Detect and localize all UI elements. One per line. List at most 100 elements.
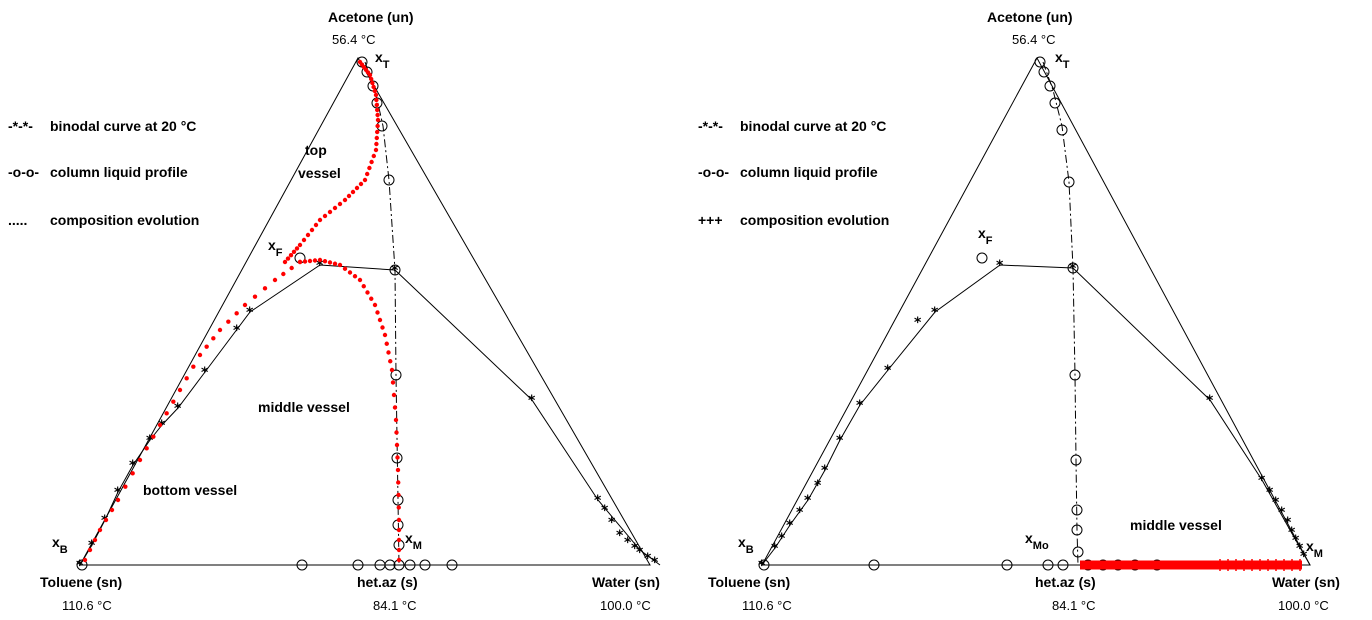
left-region-middle-vessel: middle vessel: [258, 399, 350, 415]
profile-circle: [383, 174, 395, 186]
evolution-dot: [382, 332, 388, 338]
evolution-dot: [365, 171, 370, 177]
evolution-dot: [386, 350, 391, 355]
profile-circle: [1034, 56, 1046, 68]
evolution-dot: [395, 467, 401, 473]
evolution-dot: [369, 159, 374, 165]
profile-circle: [1044, 80, 1056, 92]
right-legend-binodal-text: binodal curve at 20 °C: [740, 118, 886, 134]
evolution-dot: [374, 97, 379, 103]
left-legend-binodal-text: binodal curve at 20 °C: [50, 118, 196, 134]
left-region-bottom-vessel: bottom vessel: [143, 482, 237, 498]
binodal-star: *: [1258, 473, 1266, 489]
evolution-dot: [367, 165, 372, 171]
profile-circle: [758, 559, 770, 571]
evolution-dot: [137, 457, 143, 463]
evolution-dot: [234, 311, 239, 316]
left-right-vertex-temp: 100.0 °C: [600, 598, 651, 613]
evolution-dot: [396, 517, 402, 523]
binodal-star: *: [631, 541, 639, 557]
evolution-dot: [322, 259, 328, 264]
binodal-star: *: [1206, 393, 1214, 409]
left-xM-label: xM: [405, 530, 422, 552]
evolution-dot: [281, 271, 286, 277]
right-mid-point-temp: 84.1 °C: [1052, 598, 1096, 613]
evolution-dot: [377, 317, 383, 323]
evolution-dot: [332, 261, 338, 266]
right-xMo-label: xMo: [1025, 530, 1049, 552]
profile-circle: [1049, 97, 1061, 109]
evolution-dot: [396, 480, 401, 485]
right-ternary-diagram: ************** *********** Acetone (un) 5…: [698, 9, 1340, 613]
evolution-dot: [317, 217, 323, 223]
binodal-star: *: [201, 365, 209, 381]
evolution-dot: [97, 527, 103, 533]
binodal-star: *: [158, 418, 166, 434]
evolution-dot: [151, 434, 156, 439]
binodal-star: *: [758, 558, 766, 574]
profile-circle: [404, 559, 416, 571]
evolution-dot: [204, 344, 209, 349]
evolution-dot: [342, 197, 348, 203]
profile-circle: [1038, 66, 1050, 78]
binodal-star: *: [796, 505, 804, 521]
profile-circle: [976, 252, 988, 264]
right-mid-point-name: het.az (s): [1035, 574, 1096, 590]
profile-circle: [1056, 124, 1068, 136]
binodal-star: *: [821, 463, 829, 479]
evolution-dot: [373, 147, 379, 153]
binodal-star: *: [996, 258, 1004, 274]
evolution-dot: [217, 327, 223, 333]
evolution-dot: [374, 135, 379, 141]
evolution-dot: [369, 296, 374, 301]
right-legend-profile-text: column liquid profile: [740, 164, 878, 180]
binodal-star: *: [246, 305, 254, 321]
left-top-vertex-temp: 56.4 °C: [332, 32, 376, 47]
evolution-dot: [302, 259, 308, 264]
right-legend-binodal-symbol: -*-*-: [698, 118, 723, 134]
left-left-vertex-name: Toluene (sn): [40, 574, 122, 590]
right-xB-label: xB: [738, 534, 754, 556]
right-binodal-markers: ************** ***********: [758, 258, 1308, 574]
left-left-vertex-temp: 110.6 °C: [62, 598, 112, 613]
evolution-dot: [157, 422, 163, 428]
evolution-dot: [375, 112, 380, 118]
profile-circle: [1063, 176, 1075, 188]
evolution-dot: [337, 262, 343, 268]
binodal-star: *: [814, 478, 822, 494]
evolution-dot: [375, 117, 381, 123]
evolution-dot: [389, 367, 395, 373]
left-legend-evolution-symbol: .....: [8, 212, 27, 228]
evolution-dot: [82, 557, 88, 563]
evolution-dot: [375, 107, 380, 113]
right-legend-evolution-text: composition evolution: [740, 212, 889, 228]
binodal-star: *: [233, 323, 241, 339]
evolution-dot: [388, 359, 393, 364]
binodal-star: *: [914, 315, 922, 331]
evolution-dot: [391, 392, 397, 398]
evolution-dot: [371, 153, 376, 159]
binodal-star: *: [1272, 495, 1280, 511]
left-xB-label: xB: [52, 534, 68, 556]
profile-circle: [446, 559, 458, 571]
left-legend-profile-text: column liquid profile: [50, 164, 188, 180]
binodal-star: *: [76, 558, 84, 574]
evolution-dot: [109, 507, 115, 513]
left-xT-label: xT: [375, 49, 390, 71]
right-xM-label: xM: [1306, 538, 1323, 560]
evolution-dot: [297, 259, 303, 265]
evolution-dot: [396, 537, 402, 543]
evolution-dot: [312, 258, 318, 263]
left-top-vertex-name: Acetone (un): [328, 9, 414, 25]
evolution-dot: [288, 253, 294, 258]
evolution-dot: [337, 201, 343, 207]
right-top-vertex-name: Acetone (un): [987, 9, 1073, 25]
binodal-star: *: [129, 458, 137, 474]
left-xF-label: xF: [268, 237, 283, 259]
binodal-star: *: [1284, 515, 1292, 531]
evolution-dot: [327, 260, 333, 265]
evolution-dot: [226, 319, 231, 324]
right-triangle: [761, 56, 1311, 566]
